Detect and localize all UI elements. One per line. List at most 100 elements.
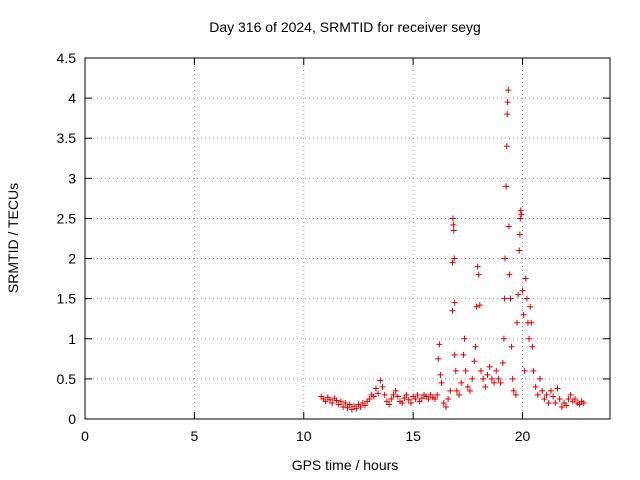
data-point	[322, 398, 329, 405]
data-point	[580, 399, 587, 406]
data-point	[460, 351, 467, 358]
data-point	[416, 398, 423, 405]
data-point	[505, 223, 512, 230]
x-tick-label: 5	[190, 428, 198, 444]
data-point	[388, 395, 395, 402]
data-point	[436, 341, 443, 348]
data-point	[375, 390, 382, 397]
y-axis-label: SRMTID / TECUs	[5, 183, 21, 293]
y-tick-labels: 0 0.5 1 1.5 2 2.5 3 3.5 4 4.5	[57, 50, 77, 427]
data-point	[471, 358, 478, 365]
data-point	[442, 403, 449, 410]
y-tick-label: 1.5	[57, 291, 77, 307]
data-point	[534, 391, 541, 398]
data-point	[518, 211, 525, 218]
data-point	[495, 375, 502, 382]
data-point	[510, 387, 517, 394]
data-point	[503, 183, 510, 190]
data-point	[467, 387, 473, 394]
data-point	[434, 391, 441, 398]
data-point	[476, 302, 483, 309]
x-axis-label: GPS time / hours	[292, 457, 399, 473]
data-point	[348, 406, 355, 413]
data-point	[449, 215, 456, 222]
y-tick-label: 0	[68, 411, 76, 427]
data-point	[501, 295, 508, 302]
data-point	[456, 391, 463, 398]
data-point	[458, 379, 465, 386]
data-point	[532, 383, 539, 390]
data-point	[473, 303, 480, 310]
data-point	[517, 207, 524, 214]
data-point	[528, 319, 535, 326]
data-point	[509, 375, 516, 382]
data-point	[547, 387, 554, 394]
data-point	[515, 291, 522, 298]
data-point	[462, 367, 469, 374]
data-point	[521, 367, 528, 374]
data-point	[353, 405, 360, 412]
data-point	[366, 395, 373, 402]
data-point	[372, 385, 379, 392]
data-point	[526, 335, 533, 342]
data-point	[407, 399, 414, 406]
data-point	[469, 375, 476, 382]
y-tick-label: 0.5	[57, 371, 77, 387]
data-point	[539, 387, 546, 394]
data-point	[425, 395, 432, 402]
data-point	[488, 375, 495, 382]
data-point	[377, 377, 384, 384]
axis-ticks	[84, 57, 610, 420]
y-tick-label: 2	[68, 251, 76, 267]
data-point	[504, 111, 511, 118]
data-point	[505, 87, 512, 94]
data-point	[390, 391, 397, 398]
data-point	[329, 399, 336, 406]
data-point	[435, 355, 442, 362]
data-point	[438, 379, 445, 386]
x-tick-label: 20	[515, 428, 531, 444]
data-point	[556, 395, 563, 402]
data-point	[451, 299, 458, 306]
data-point	[558, 403, 565, 410]
data-point	[493, 367, 500, 374]
data-point	[522, 275, 529, 282]
y-tick-label: 1	[68, 331, 76, 347]
data-point	[516, 231, 523, 238]
data-point	[405, 396, 412, 403]
data-point	[514, 319, 521, 326]
x-tick-label: 15	[405, 428, 421, 444]
data-point	[392, 387, 399, 394]
data-point	[453, 387, 460, 394]
data-point	[552, 399, 559, 406]
data-point	[502, 255, 508, 262]
data-point	[440, 399, 447, 406]
data-point	[565, 395, 572, 402]
data-point	[451, 351, 458, 358]
data-point	[477, 367, 484, 374]
data-point	[383, 398, 390, 405]
data-point	[503, 143, 510, 150]
data-point	[379, 383, 386, 390]
data-point	[412, 395, 419, 402]
data-point	[523, 295, 530, 302]
data-point	[370, 393, 377, 400]
data-point	[520, 311, 527, 318]
data-point	[461, 335, 468, 342]
data-point	[337, 398, 344, 405]
data-point	[472, 343, 479, 350]
data-point	[452, 367, 459, 374]
data-point	[449, 259, 456, 266]
data-point	[504, 99, 511, 106]
data-point	[342, 399, 349, 406]
chart-title: Day 316 of 2024, SRMTID for receiver sey…	[209, 19, 481, 35]
data-point	[480, 375, 487, 382]
data-point	[563, 402, 570, 409]
data-point	[327, 396, 333, 403]
data-point	[484, 371, 491, 378]
data-point	[362, 402, 368, 409]
data-point	[550, 393, 557, 400]
data-point	[516, 247, 523, 254]
data-point	[381, 391, 388, 398]
